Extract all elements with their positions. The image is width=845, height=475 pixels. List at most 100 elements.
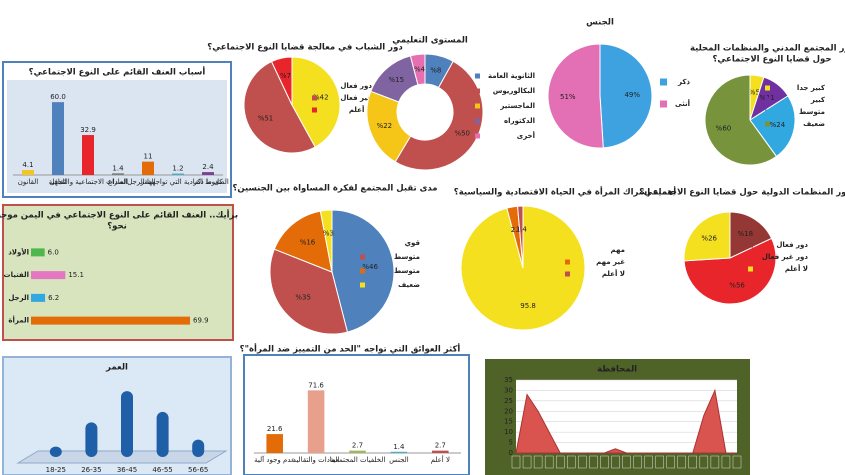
legend-swatch: [360, 240, 365, 246]
slice-label: %18: [738, 230, 754, 238]
slice-label: %50: [454, 130, 470, 138]
y-tick-label: 35: [504, 376, 513, 384]
chart-title: نحو؟: [107, 222, 127, 232]
legend-label: الثانوية العامة: [488, 72, 535, 80]
bar: [192, 439, 205, 457]
x-tick-label: الصراع: [108, 178, 128, 186]
y-tick-label: الرجل: [8, 294, 29, 302]
bar: [390, 451, 408, 453]
bar: [121, 391, 133, 457]
bar-value: 32.9: [80, 126, 96, 134]
pie-slice: [547, 43, 604, 149]
bar-value: 71.6: [308, 381, 324, 389]
slice-label: %8: [430, 66, 441, 74]
legend-swatch: [565, 271, 570, 277]
legend-swatch: [312, 83, 317, 89]
legend-label: ضعيف: [398, 281, 420, 289]
legend-swatch: [748, 266, 753, 272]
pie-slice: [273, 210, 333, 273]
chart-title: العمر: [105, 363, 128, 373]
bar-value: 69.9: [193, 317, 209, 325]
legend-swatch: [660, 100, 667, 108]
bar: [31, 293, 46, 302]
legend-swatch: [565, 259, 570, 265]
pie-slice: [319, 209, 333, 273]
slice-label: %56: [729, 282, 745, 290]
legend-label: متوسط: [394, 253, 420, 261]
x-tick-box: [644, 455, 653, 469]
slice-label: %22: [377, 122, 393, 130]
pie-slice: [409, 53, 426, 86]
slice-label: %7: [280, 72, 291, 80]
bar: [31, 316, 191, 325]
panel-inner: [248, 373, 465, 471]
chart-title: حول قضايا النوع الاجتماعي؟: [713, 55, 832, 65]
legend-label: البكالوريوس: [493, 87, 535, 95]
slice-label: 49%: [624, 91, 640, 99]
bar-value: 60.0: [50, 93, 66, 101]
legend-label: دور فعال: [776, 241, 808, 249]
floor: [16, 450, 228, 464]
chart-title: أكثر العوائق التي تواجه "الحد من التمييز…: [240, 343, 461, 355]
chart-title: برأيك.. العنف القائم على النوع الاجتماعي…: [0, 209, 238, 221]
bar: [22, 170, 34, 175]
legend-swatch: [475, 133, 480, 139]
slice-label: %60: [716, 125, 732, 133]
legend-swatch: [360, 254, 365, 260]
legend-label: كبير: [810, 96, 826, 104]
chart-title: دور الشباب في معالجة قضايا النوع الاجتما…: [207, 43, 403, 53]
x-tick-box: [522, 455, 532, 469]
legend-label: ضعيف: [803, 120, 825, 128]
pie-slice: [269, 248, 349, 335]
chart-title: المستوى التعليمي: [392, 36, 468, 46]
x-tick-box: [732, 455, 742, 469]
x-tick-box: [578, 455, 587, 469]
pie-slice: [599, 43, 653, 149]
x-tick-box: [533, 455, 543, 469]
bar-value: 1.2: [172, 165, 183, 173]
bar: [432, 450, 449, 453]
bar: [202, 172, 214, 175]
legend-label: قوي: [405, 239, 421, 247]
y-tick-label: الفتيات: [4, 271, 29, 279]
slice-label: 2.8: [511, 226, 522, 234]
legend-label: الماجستير: [499, 102, 535, 110]
x-tick-label: الضغوط المادية التي تواجهها الرجل: [127, 178, 229, 186]
legend-swatch: [312, 107, 317, 113]
legend-label: أنثى: [675, 99, 690, 108]
legend-label: لا أعلم: [785, 264, 808, 273]
slice-label: %42: [313, 94, 329, 102]
legend-swatch: [765, 121, 770, 127]
legend-label: مهم: [611, 246, 625, 254]
slice-label: %26: [701, 234, 717, 242]
chart-title: المحافظة: [597, 365, 637, 375]
slice-label: 51%: [560, 93, 576, 101]
x-tick-box: [567, 455, 576, 469]
y-tick-label: 15: [504, 418, 513, 426]
legend-swatch: [475, 73, 480, 79]
slice-label: %24: [770, 121, 786, 129]
bar-value: 1.4: [393, 443, 405, 451]
pie-slice: [749, 95, 796, 158]
pie-slice: [517, 205, 524, 269]
y-tick-label: 25: [504, 397, 513, 405]
chart-title: أهمية إشراك المرأة في الحياة الاقتصادية …: [454, 186, 677, 198]
x-tick-box: [633, 455, 642, 469]
x-tick-label: الجنس: [389, 456, 409, 464]
slice-label: %16: [300, 238, 316, 246]
x-tick-label: 56-65: [188, 466, 208, 474]
x-tick-label: 46-55: [152, 466, 172, 474]
slice-label: %4: [414, 65, 426, 73]
x-tick-box: [600, 455, 609, 469]
y-tick-label: 20: [504, 407, 513, 415]
pie-slice: [729, 211, 773, 259]
y-tick-label: 0: [509, 449, 513, 457]
legend-swatch: [360, 282, 365, 288]
x-tick-box: [721, 455, 731, 469]
bar-value: 2.4: [202, 163, 214, 171]
x-tick-box: [699, 455, 709, 469]
bar-value: 21.6: [267, 425, 283, 433]
x-tick-box: [511, 455, 521, 469]
x-tick-box: [556, 455, 565, 469]
